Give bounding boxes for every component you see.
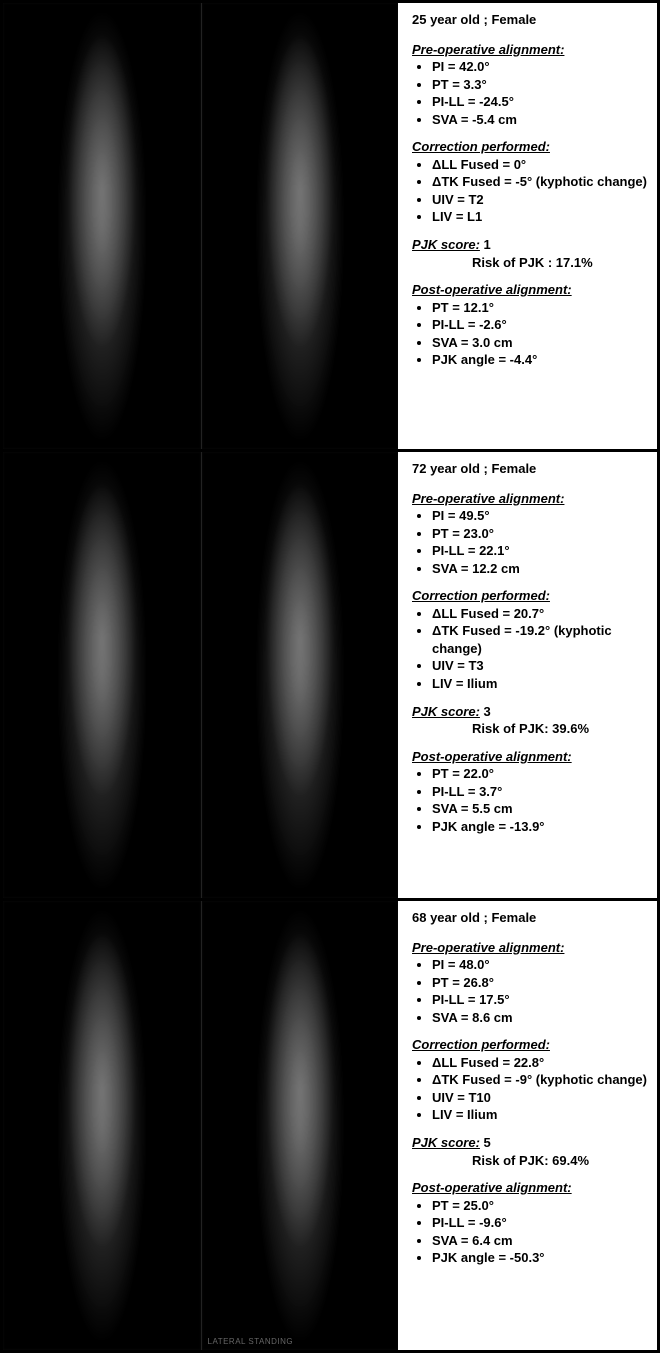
list-item: PI-LL = -9.6° bbox=[432, 1214, 647, 1232]
pjk-risk-line: Risk of PJK: 39.6% bbox=[412, 720, 647, 738]
preop-heading: Pre-operative alignment: bbox=[412, 939, 647, 957]
pjk-score-line: PJK score: 1 bbox=[412, 236, 647, 254]
list-item: PI-LL = -24.5° bbox=[432, 93, 647, 111]
list-item: PI-LL = -2.6° bbox=[432, 316, 647, 334]
list-item: ΔLL Fused = 22.8° bbox=[432, 1054, 647, 1072]
correction-heading: Correction performed: bbox=[412, 138, 647, 156]
list-item: PJK angle = -4.4° bbox=[432, 351, 647, 369]
correction-list: ΔLL Fused = 20.7° ΔTK Fused = -19.2° (ky… bbox=[412, 605, 647, 693]
preop-heading: Pre-operative alignment: bbox=[412, 41, 647, 59]
list-item: SVA = 6.4 cm bbox=[432, 1232, 647, 1250]
info-panel: 68 year old ; Female Pre-operative align… bbox=[398, 901, 657, 1350]
list-item: PJK angle = -50.3° bbox=[432, 1249, 647, 1267]
list-item: PI-LL = 17.5° bbox=[432, 991, 647, 1009]
correction-heading: Correction performed: bbox=[412, 587, 647, 605]
xray-placeholder-icon bbox=[3, 901, 201, 1350]
pjk-score-line: PJK score: 5 bbox=[412, 1134, 647, 1152]
pjk-score-label: PJK score: bbox=[412, 704, 480, 719]
list-item: PI = 42.0° bbox=[432, 58, 647, 76]
postop-heading: Post-operative alignment: bbox=[412, 1179, 647, 1197]
list-item: PT = 26.8° bbox=[432, 974, 647, 992]
pjk-score-label: PJK score: bbox=[412, 1135, 480, 1150]
list-item: LIV = Ilium bbox=[432, 1106, 647, 1124]
list-item: PI-LL = 22.1° bbox=[432, 542, 647, 560]
list-item: ΔLL Fused = 20.7° bbox=[432, 605, 647, 623]
xray-panel bbox=[3, 3, 398, 449]
xray-placeholder-icon bbox=[202, 901, 399, 1350]
pjk-score-label: PJK score: bbox=[412, 237, 480, 252]
list-item: ΔTK Fused = -19.2° (kyphotic change) bbox=[432, 622, 647, 657]
list-item: UIV = T3 bbox=[432, 657, 647, 675]
list-item: SVA = 3.0 cm bbox=[432, 334, 647, 352]
list-item: SVA = 12.2 cm bbox=[432, 560, 647, 578]
xray-placeholder-icon bbox=[202, 452, 399, 898]
list-item: PT = 12.1° bbox=[432, 299, 647, 317]
xray-preop-image bbox=[3, 3, 201, 449]
xray-preop-image bbox=[3, 452, 201, 898]
xray-placeholder-icon bbox=[202, 3, 399, 449]
correction-heading: Correction performed: bbox=[412, 1036, 647, 1054]
preop-heading: Pre-operative alignment: bbox=[412, 490, 647, 508]
pjk-score-value: 5 bbox=[484, 1135, 491, 1150]
list-item: ΔLL Fused = 0° bbox=[432, 156, 647, 174]
xray-postop-image bbox=[201, 3, 399, 449]
list-item: SVA = 8.6 cm bbox=[432, 1009, 647, 1027]
list-item: UIV = T2 bbox=[432, 191, 647, 209]
patient-line: 72 year old ; Female bbox=[412, 460, 647, 478]
list-item: PI = 49.5° bbox=[432, 507, 647, 525]
xray-placeholder-icon bbox=[3, 452, 201, 898]
list-item: UIV = T10 bbox=[432, 1089, 647, 1107]
xray-caption: LATERAL STANDING bbox=[208, 1337, 294, 1346]
pjk-risk-line: Risk of PJK: 69.4% bbox=[412, 1152, 647, 1170]
list-item: PJK angle = -13.9° bbox=[432, 818, 647, 836]
postop-heading: Post-operative alignment: bbox=[412, 748, 647, 766]
pjk-risk-line: Risk of PJK : 17.1% bbox=[412, 254, 647, 272]
patient-line: 25 year old ; Female bbox=[412, 11, 647, 29]
list-item: PI-LL = 3.7° bbox=[432, 783, 647, 801]
preop-list: PI = 42.0° PT = 3.3° PI-LL = -24.5° SVA … bbox=[412, 58, 647, 128]
case-row: 25 year old ; Female Pre-operative align… bbox=[3, 3, 657, 452]
pjk-score-value: 3 bbox=[484, 704, 491, 719]
postop-list: PT = 22.0° PI-LL = 3.7° SVA = 5.5 cm PJK… bbox=[412, 765, 647, 835]
list-item: LIV = L1 bbox=[432, 208, 647, 226]
xray-postop-image: LATERAL STANDING bbox=[201, 901, 399, 1350]
case-row: LATERAL STANDING 68 year old ; Female Pr… bbox=[3, 901, 657, 1350]
xray-placeholder-icon bbox=[3, 3, 201, 449]
correction-list: ΔLL Fused = 0° ΔTK Fused = -5° (kyphotic… bbox=[412, 156, 647, 226]
xray-panel bbox=[3, 452, 398, 898]
list-item: PT = 22.0° bbox=[432, 765, 647, 783]
xray-postop-image bbox=[201, 452, 399, 898]
preop-list: PI = 48.0° PT = 26.8° PI-LL = 17.5° SVA … bbox=[412, 956, 647, 1026]
pjk-score-value: 1 bbox=[484, 237, 491, 252]
preop-list: PI = 49.5° PT = 23.0° PI-LL = 22.1° SVA … bbox=[412, 507, 647, 577]
postop-heading: Post-operative alignment: bbox=[412, 281, 647, 299]
list-item: PT = 25.0° bbox=[432, 1197, 647, 1215]
figure-container: 25 year old ; Female Pre-operative align… bbox=[0, 0, 660, 1353]
list-item: SVA = 5.5 cm bbox=[432, 800, 647, 818]
list-item: PT = 3.3° bbox=[432, 76, 647, 94]
info-panel: 72 year old ; Female Pre-operative align… bbox=[398, 452, 657, 898]
case-row: 72 year old ; Female Pre-operative align… bbox=[3, 452, 657, 901]
postop-list: PT = 12.1° PI-LL = -2.6° SVA = 3.0 cm PJ… bbox=[412, 299, 647, 369]
xray-panel: LATERAL STANDING bbox=[3, 901, 398, 1350]
info-panel: 25 year old ; Female Pre-operative align… bbox=[398, 3, 657, 449]
list-item: SVA = -5.4 cm bbox=[432, 111, 647, 129]
list-item: PT = 23.0° bbox=[432, 525, 647, 543]
pjk-score-line: PJK score: 3 bbox=[412, 703, 647, 721]
postop-list: PT = 25.0° PI-LL = -9.6° SVA = 6.4 cm PJ… bbox=[412, 1197, 647, 1267]
xray-preop-image bbox=[3, 901, 201, 1350]
list-item: ΔTK Fused = -5° (kyphotic change) bbox=[432, 173, 647, 191]
patient-line: 68 year old ; Female bbox=[412, 909, 647, 927]
list-item: ΔTK Fused = -9° (kyphotic change) bbox=[432, 1071, 647, 1089]
list-item: PI = 48.0° bbox=[432, 956, 647, 974]
list-item: LIV = Ilium bbox=[432, 675, 647, 693]
correction-list: ΔLL Fused = 22.8° ΔTK Fused = -9° (kypho… bbox=[412, 1054, 647, 1124]
